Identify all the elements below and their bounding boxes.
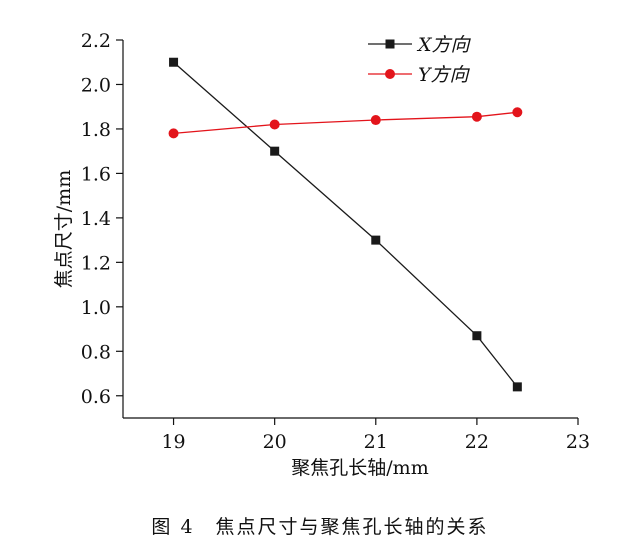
legend-label: X方向 — [416, 34, 472, 56]
series-x-point — [169, 57, 179, 67]
series-y-point — [471, 111, 482, 122]
y-tick-label: 1.2 — [81, 252, 111, 274]
y-tick-label: 0.8 — [81, 341, 111, 363]
series-x-point — [270, 146, 280, 156]
series-x-line — [173, 61, 518, 388]
y-tick-label: 2.0 — [81, 74, 111, 96]
series-y-point — [512, 107, 523, 118]
y-tick-label: 1.8 — [81, 119, 111, 141]
legend-swatch-marker — [385, 69, 395, 79]
y-tick-label: 1.6 — [81, 163, 111, 185]
x-tick-label: 22 — [465, 431, 489, 453]
y-tick-label: 0.6 — [81, 386, 111, 408]
series-x-point — [512, 382, 522, 392]
legend-label: Y方向 — [418, 64, 471, 86]
y-ticks: 0.6 0.8 1.0 1.2 1.4 1.6 1.8 2.0 2.2 — [81, 30, 123, 408]
series-y-point — [370, 115, 381, 126]
legend: X方向 Y方向 — [368, 34, 472, 86]
legend-item-y: Y方向 — [368, 64, 471, 86]
chart-axes — [122, 40, 578, 419]
series-y-point — [269, 119, 280, 130]
x-ticks: 19 20 21 22 23 — [161, 418, 590, 453]
series-x-point — [371, 235, 381, 245]
x-tick-label: 23 — [566, 431, 590, 453]
y-tick-label: 2.2 — [81, 30, 111, 52]
series-y-direction — [168, 107, 523, 139]
y-tick-label: 1.0 — [81, 297, 111, 319]
y-axis-title: 焦点尺寸/mm — [53, 170, 75, 288]
x-tick-label: 19 — [161, 431, 185, 453]
series-y-line — [173, 111, 518, 135]
x-axis-title: 聚焦孔长轴/mm — [291, 457, 428, 479]
series-x-direction — [169, 57, 522, 392]
series-x-point — [472, 331, 482, 341]
figure-caption: 图 4 焦点尺寸与聚焦孔长轴的关系 — [151, 516, 488, 538]
x-tick-label: 21 — [364, 431, 388, 453]
legend-swatch-marker — [385, 39, 395, 49]
series-layer — [168, 57, 523, 392]
series-y-point — [168, 128, 179, 139]
legend-item-x: X方向 — [368, 34, 472, 56]
y-tick-label: 1.4 — [81, 208, 111, 230]
x-tick-label: 20 — [263, 431, 287, 453]
